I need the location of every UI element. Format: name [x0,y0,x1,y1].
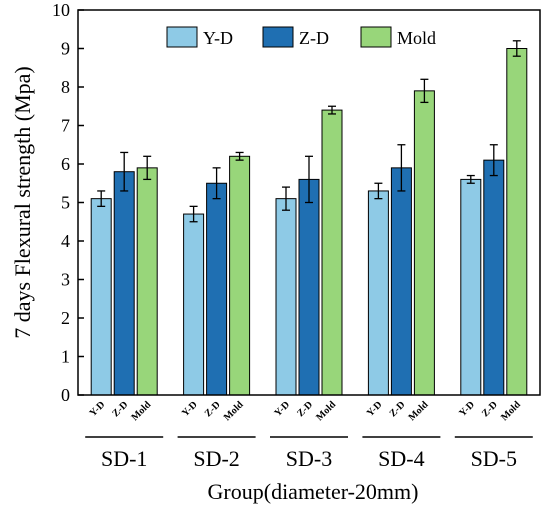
sub-label-mold: Mold [499,399,523,423]
y-axis-title: 7 days Flexural strength (Mpa) [10,66,35,339]
sub-label-y-d: Y-D [180,399,200,419]
bar-sd-3-z-d [298,178,320,396]
y-tick-label: 5 [61,193,70,213]
sub-label-y-d: Y-D [272,399,292,419]
bar-sd-3-mold [321,109,343,396]
bar-sd-3-y-d [275,198,297,396]
legend-swatch-z-d [262,26,294,48]
legend-label-z-d: Z-D [299,28,329,48]
legend-label-mold: Mold [397,28,436,48]
error-bars-layer [97,40,521,223]
group-label-sd-5: SD-5 [471,446,517,471]
sub-label-y-d: Y-D [457,399,477,419]
group-label-sd-2: SD-2 [193,446,239,471]
sub-label-mold: Mold [129,399,153,423]
group-label-sd-3: SD-3 [286,446,332,471]
sub-label-mold: Mold [407,399,431,423]
bar-sd-2-y-d [183,213,205,396]
sub-label-z-d: Z-D [480,399,500,419]
y-tick-label: 4 [61,231,70,251]
bar-sd-1-mold [136,167,158,396]
bar-sd-1-y-d [90,198,112,396]
bar-sd-4-y-d [367,190,389,396]
bar-sd-5-mold [506,48,528,396]
bar-sd-1-z-d [113,171,135,396]
y-tick-label: 3 [61,270,70,290]
group-label-sd-4: SD-4 [378,446,424,471]
bar-sd-5-z-d [483,159,505,396]
x-axis-title: Group(diameter-20mm) [208,479,419,504]
sub-label-z-d: Z-D [295,399,315,419]
sub-label-z-d: Z-D [203,399,223,419]
bar-sd-2-mold [229,155,251,396]
bar-sd-2-z-d [206,182,228,396]
sub-label-z-d: Z-D [388,399,408,419]
bar-sd-4-mold [413,90,435,396]
bar-sd-5-y-d [460,178,482,396]
y-tick-label: 0 [61,385,70,405]
y-tick-label: 7 [61,116,70,136]
sub-label-mold: Mold [222,399,246,423]
y-tick-label: 9 [61,39,70,59]
ticks-layer: 0 1 2 3 4 5 6 7 8 9 10 [52,0,84,405]
y-tick-label: 8 [61,77,70,97]
group-label-sd-1: SD-1 [101,446,147,471]
sub-label-y-d: Y-D [365,399,385,419]
bar-sd-4-z-d [390,167,412,396]
legend-swatch-y-d [166,26,198,48]
y-tick-label: 10 [52,0,70,20]
bars-layer [90,48,528,396]
legend-swatch-mold [360,26,392,48]
sub-label-z-d: Z-D [110,399,130,419]
legend: Y-D Z-D Mold [166,26,436,48]
sub-label-y-d: Y-D [88,399,108,419]
y-tick-label: 1 [61,347,70,367]
legend-label-y-d: Y-D [203,28,233,48]
y-tick-label: 2 [61,308,70,328]
y-tick-label: 6 [61,154,70,174]
sub-label-mold: Mold [314,399,338,423]
